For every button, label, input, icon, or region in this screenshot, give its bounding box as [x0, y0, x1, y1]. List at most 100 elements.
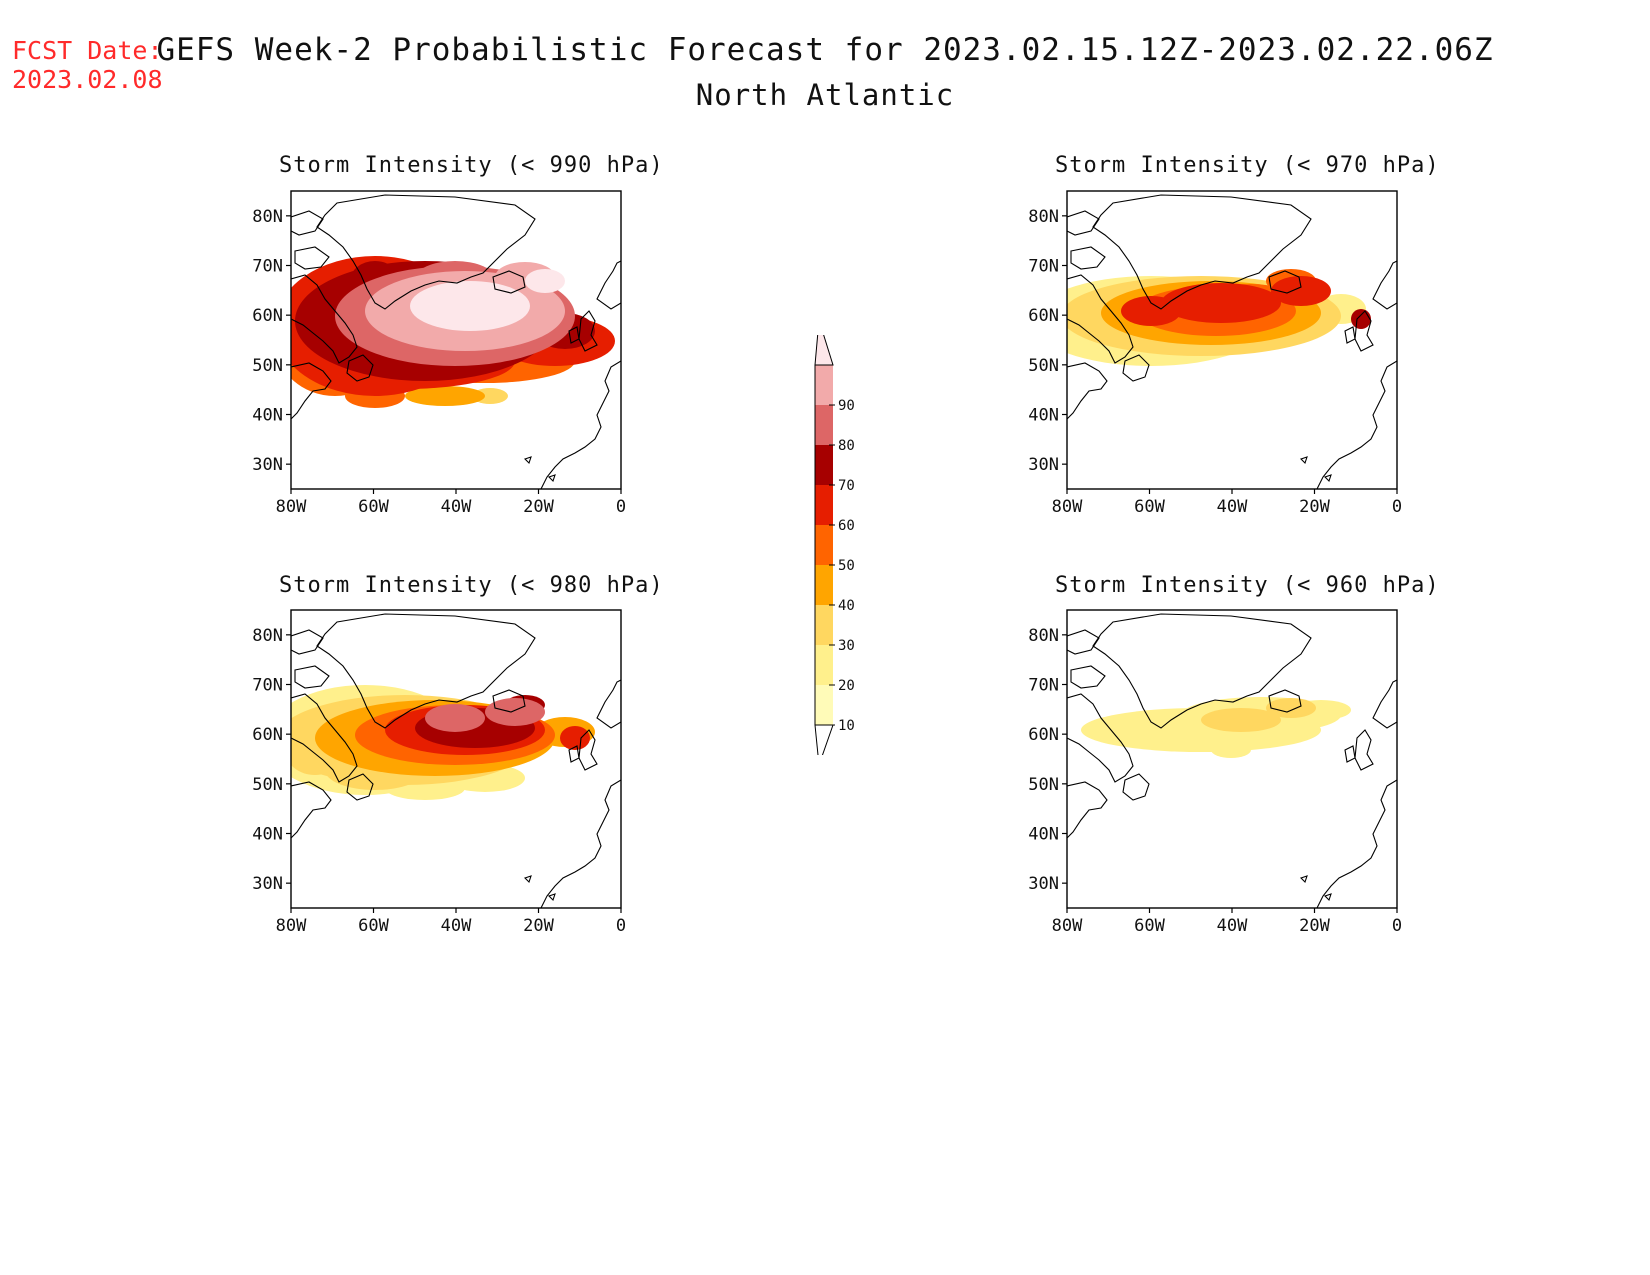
- coastline-path: [568, 326, 580, 344]
- lon-tick-label: 80W: [276, 916, 307, 936]
- lon-tick-label: 20W: [523, 497, 554, 517]
- lat-tick-label: 70N: [252, 676, 283, 696]
- lon-tick-label: 60W: [358, 916, 389, 936]
- lat-tick-label: 40N: [252, 406, 283, 426]
- coastline-path: [1372, 260, 1397, 310]
- colorbar-segment: [815, 685, 833, 725]
- lat-tick-label: 50N: [1028, 775, 1059, 795]
- colorbar: 10 20 30 40 50 60 70 80 90: [814, 335, 855, 755]
- coastline-path: [1354, 310, 1374, 352]
- coastline: [291, 194, 621, 489]
- coastline-path: [1067, 274, 1134, 364]
- lon-tick-label: 0: [1392, 916, 1402, 936]
- coastline-path: [596, 260, 621, 310]
- coastline: [1067, 194, 1397, 489]
- lon-tick-label: 0: [1392, 497, 1402, 517]
- lat-tick-label: 70N: [1028, 676, 1059, 696]
- lon-tick-label: 80W: [1052, 497, 1083, 517]
- coastline-path: [540, 360, 621, 489]
- coastline-path: [316, 194, 536, 310]
- lat-tick-label: 80N: [1028, 207, 1059, 227]
- coastline-path: [1067, 781, 1108, 839]
- lon-tick-label: 40W: [1217, 916, 1248, 936]
- probability-blob: [1266, 698, 1316, 718]
- probability-blob: [410, 281, 530, 331]
- coastline-path: [492, 270, 526, 294]
- colorbar-segment: [815, 645, 833, 685]
- coastline-path: [291, 629, 324, 655]
- coastline-path: [1070, 665, 1106, 689]
- lat-tick-label: 30N: [1028, 874, 1059, 894]
- colorbar-segment: [815, 445, 833, 485]
- panel-title-980: Storm Intensity (< 980 hPa): [279, 573, 664, 598]
- map-panel-980: 80N 70N 60N 50N 40N 30N 80W 60W 40W 20W 0: [252, 609, 626, 936]
- colorbar-label: 50: [838, 558, 855, 574]
- page-subtitle: North Atlantic: [695, 78, 955, 112]
- lat-tick-label: 80N: [1028, 626, 1059, 646]
- probability-blob: [485, 698, 545, 726]
- colorbar-segment: [815, 485, 833, 525]
- coastline-path: [291, 693, 358, 783]
- lat-tick-label: 60N: [252, 306, 283, 326]
- lon-tick-label: 60W: [1134, 916, 1165, 936]
- panel-title-970: Storm Intensity (< 970 hPa): [1055, 153, 1440, 178]
- probability-blob: [1211, 742, 1251, 758]
- map-frame: [1066, 609, 1398, 909]
- lon-tick-label: 60W: [1134, 497, 1165, 517]
- coastline-path: [1344, 326, 1356, 344]
- lat-tick-label: 60N: [1028, 306, 1059, 326]
- coastline-path: [1268, 270, 1302, 294]
- probability-blob: [1201, 708, 1281, 732]
- coastline-path: [1067, 210, 1100, 236]
- probability-field: [291, 685, 595, 800]
- map-panel-990: 80N 70N 60N 50N 40N 30N 80W 60W 40W 20W 0: [252, 190, 626, 517]
- coastline-path: [1067, 629, 1100, 655]
- panel-title-990: Storm Intensity (< 990 hPa): [279, 153, 664, 178]
- coastline-path: [346, 354, 374, 382]
- coastline-path: [1122, 354, 1150, 382]
- lat-tick-label: 40N: [1028, 406, 1059, 426]
- coastline-path: [540, 779, 621, 908]
- coastline-path: [346, 773, 374, 801]
- lat-tick-label: 60N: [252, 725, 283, 745]
- lon-tick-label: 0: [616, 916, 626, 936]
- colorbar-label: 40: [838, 598, 855, 614]
- colorbar-label: 60: [838, 518, 855, 534]
- colorbar-bottom-arrow: [814, 724, 834, 755]
- lon-tick-label: 20W: [523, 916, 554, 936]
- lat-tick-label: 40N: [1028, 825, 1059, 845]
- coastline-path: [1092, 613, 1312, 729]
- coastline-path: [1268, 689, 1302, 713]
- probability-blob: [405, 386, 485, 406]
- lon-tick-label: 40W: [441, 916, 472, 936]
- colorbar-segment: [815, 365, 833, 405]
- colorbar-segment: [815, 405, 833, 445]
- coastline-path: [1299, 456, 1308, 465]
- lat-tick-label: 60N: [1028, 725, 1059, 745]
- coastline-path: [1067, 693, 1134, 783]
- probability-blob: [525, 269, 565, 293]
- coastline-path: [547, 893, 556, 902]
- probability-field: [291, 256, 615, 408]
- coastline: [291, 613, 621, 908]
- map-panel-970: 80N 70N 60N 50N 40N 30N 80W 60W 40W 20W 0: [1028, 190, 1402, 517]
- coastline-path: [1323, 474, 1332, 483]
- lon-tick-label: 20W: [1299, 916, 1330, 936]
- lon-tick-label: 40W: [441, 497, 472, 517]
- lon-tick-label: 0: [616, 497, 626, 517]
- coastline-path: [578, 310, 598, 352]
- colorbar-label: 10: [838, 718, 855, 734]
- lat-tick-label: 40N: [252, 825, 283, 845]
- colorbar-segment: [815, 605, 833, 645]
- coastline-path: [1316, 779, 1397, 908]
- coastline-path: [294, 246, 330, 270]
- lon-tick-label: 60W: [358, 497, 389, 517]
- lon-tick-label: 20W: [1299, 497, 1330, 517]
- lon-tick-label: 80W: [276, 497, 307, 517]
- coastline-path: [291, 781, 332, 839]
- coastline-path: [596, 679, 621, 729]
- probability-field: [1067, 269, 1371, 366]
- colorbar-label: 70: [838, 478, 855, 494]
- coastline-path: [1344, 745, 1356, 763]
- coastline-path: [1354, 729, 1374, 771]
